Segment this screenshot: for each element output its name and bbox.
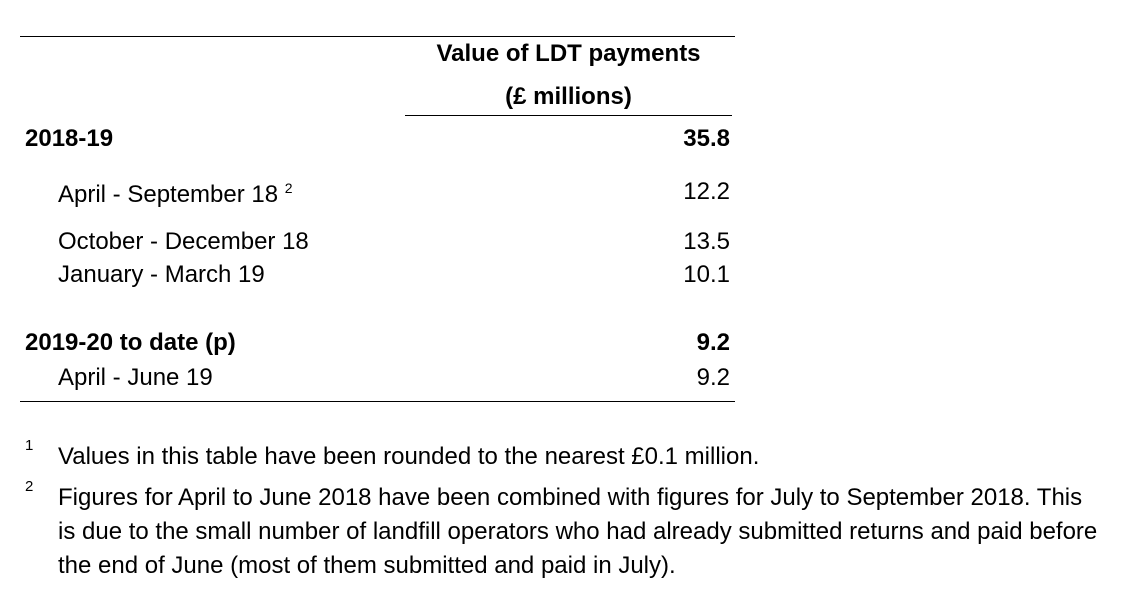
table-row-value: 9.2	[696, 364, 730, 391]
footnote-marker: 2	[25, 478, 34, 495]
table-row-value: 13.5	[683, 228, 730, 255]
table-row-value: 10.1	[683, 261, 730, 288]
section-total-2018-19: 35.8	[683, 125, 730, 152]
table-bottom-rule	[20, 401, 735, 402]
table-top-rule	[20, 36, 735, 37]
footnote-text: Figures for April to June 2018 have been…	[58, 484, 1098, 579]
footnote-ref: 2	[284, 180, 293, 196]
table-row-value: 12.2	[683, 178, 730, 205]
column-header-line1: Value of LDT payments	[436, 40, 701, 67]
table-row-label: April - June 19	[58, 364, 213, 391]
section-label-2019-20: 2019-20 to date (p)	[25, 329, 236, 356]
column-header-line2: (£ millions)	[505, 83, 632, 110]
row-label-text: April - September 18	[58, 181, 279, 208]
section-label-2018-19: 2018-19	[25, 125, 114, 152]
table-row-label: April - September 18 2	[58, 180, 293, 209]
table-row-label: October - December 18	[58, 228, 309, 255]
footnote-text: Values in this table have been rounded t…	[58, 443, 760, 470]
header-underline	[405, 115, 732, 116]
footnote-marker: 1	[25, 437, 34, 454]
section-total-2019-20: 9.2	[696, 329, 730, 356]
table-row-label: January - March 19	[58, 261, 265, 288]
